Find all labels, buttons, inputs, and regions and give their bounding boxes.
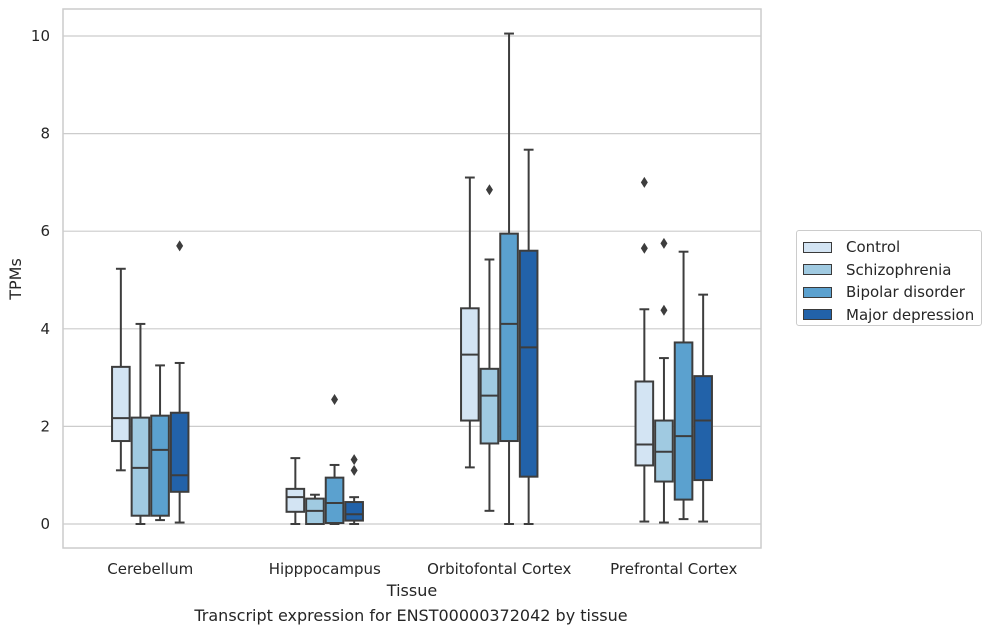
box-1-1 [111, 267, 131, 472]
legend-label-bipolar-disorder: Bipolar disorder [846, 283, 965, 302]
y-tick-label-4: 4 [40, 320, 50, 338]
box-2-1 [130, 322, 151, 525]
box-body [169, 411, 190, 493]
legend-swatch-bipolar-disorder [803, 286, 832, 298]
outlier-point [350, 454, 358, 466]
box-body [479, 367, 500, 445]
outlier-point [350, 464, 358, 476]
chart-caption: Transcript expression for ENST0000037204… [194, 606, 628, 625]
box-body [673, 341, 694, 501]
legend-swatch-schizophrenia [803, 264, 832, 276]
box-body [150, 414, 170, 517]
boxes-layer [111, 32, 713, 525]
box-1-4 [634, 176, 655, 523]
y-tick-label-2: 2 [40, 417, 50, 435]
box-body [324, 476, 345, 525]
outlier-point [331, 394, 339, 406]
x-tick-label-4: Prefrontal Cortex [610, 560, 737, 578]
box-4-3 [518, 148, 539, 525]
outlier-point [660, 237, 668, 249]
legend-swatch-major-depression [803, 309, 832, 321]
plot-area-frame [62, 8, 762, 549]
box-2-2 [305, 493, 325, 525]
legend-label-control: Control [846, 238, 901, 257]
y-tick-label-8: 8 [40, 125, 50, 143]
box-2-4 [654, 237, 674, 524]
outlier-point [640, 242, 648, 254]
box-4-2 [344, 454, 364, 525]
box-body [111, 365, 131, 443]
box-body [344, 501, 364, 522]
legend-label-schizophrenia: Schizophrenia [846, 260, 952, 279]
legend-label-major-depression: Major depression [846, 305, 975, 324]
box-3-2 [324, 394, 345, 525]
box-4-4 [693, 293, 713, 523]
x-tick-label-2: Hipppocampus [269, 560, 381, 578]
x-tick-label-3: Orbitofontal Cortex [427, 560, 571, 578]
box-body [634, 380, 655, 467]
box-body [460, 307, 480, 422]
x-tick-labels: Cerebellum Hipppocampus Orbitofontal Corte… [107, 560, 737, 578]
box-body [518, 249, 539, 478]
box-3-3 [499, 32, 519, 525]
box-body [130, 416, 151, 517]
box-body [499, 232, 519, 443]
box-1-3 [460, 176, 480, 469]
y-axis-label: TPMs [6, 258, 25, 301]
x-tick-label-1: Cerebellum [107, 560, 193, 578]
y-tick-label-10: 10 [31, 27, 50, 45]
chart-legend: Control Schizophrenia Bipolar disorder M… [796, 230, 982, 326]
outlier-point [660, 304, 668, 316]
legend-item-control: Control [803, 236, 975, 259]
x-axis-label: Tissue [386, 581, 437, 600]
box-body [693, 375, 713, 482]
legend-item-schizophrenia: Schizophrenia [803, 259, 975, 282]
y-tick-label-0: 0 [40, 515, 50, 533]
legend-swatch-control [803, 241, 832, 253]
outlier-point [485, 184, 493, 196]
box-3-4 [673, 250, 694, 521]
box-1-2 [285, 457, 306, 525]
box-4-1 [169, 240, 190, 524]
box-2-3 [479, 184, 500, 512]
legend-item-major-depression: Major depression [803, 304, 975, 327]
outlier-point [176, 240, 184, 252]
box-body [285, 487, 306, 513]
box-3-1 [150, 364, 170, 522]
legend-item-bipolar-disorder: Bipolar disorder [803, 281, 975, 304]
y-tick-label-6: 6 [40, 222, 50, 240]
y-tick-labels: 0 2 4 6 8 10 [31, 27, 50, 533]
outlier-point [640, 176, 648, 188]
